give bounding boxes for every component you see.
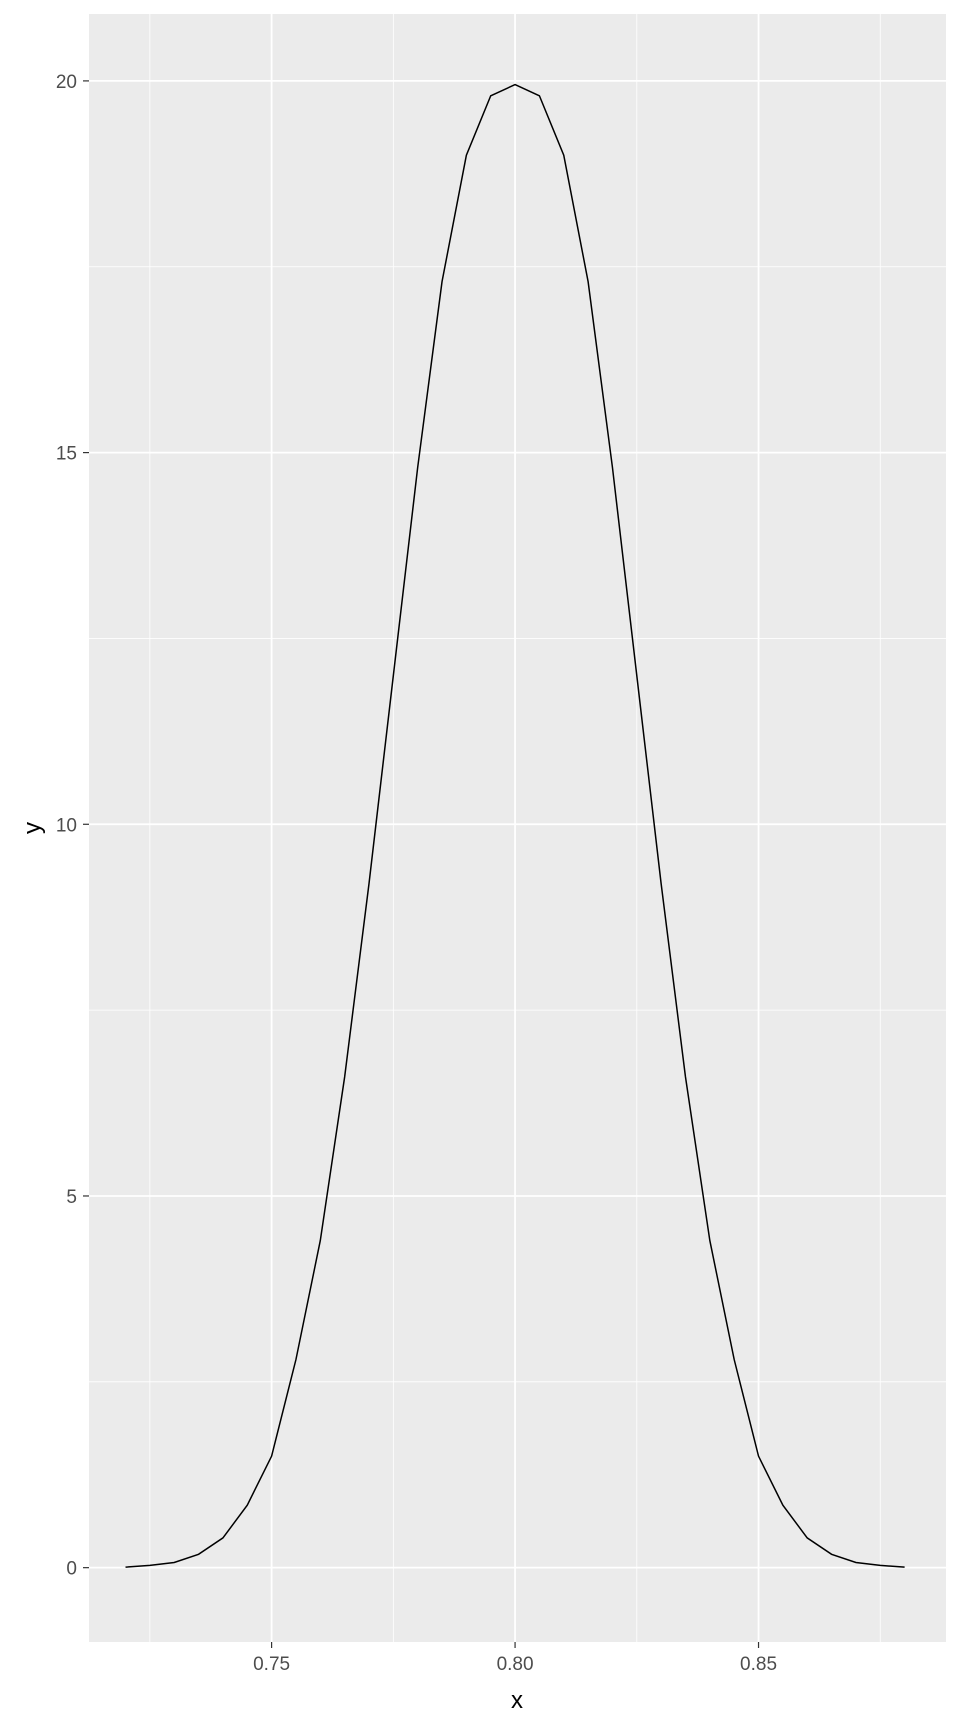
y-axis-title: y bbox=[19, 822, 46, 834]
series-line bbox=[125, 83, 905, 1568]
y-tick-label: 10 bbox=[56, 815, 77, 836]
y-tick-label: 0 bbox=[66, 1559, 77, 1580]
x-axis-title: x bbox=[511, 1687, 523, 1714]
minor-gridlines bbox=[89, 14, 946, 1642]
x-tick-labels: 0.75 0.80 0.85 bbox=[253, 1654, 777, 1675]
y-tick-labels: 0 5 10 15 20 bbox=[56, 72, 77, 1580]
major-gridlines bbox=[89, 14, 946, 1642]
plot-panel bbox=[89, 14, 946, 1642]
y-tick-label: 15 bbox=[56, 444, 77, 465]
x-tick-label: 0.85 bbox=[740, 1654, 777, 1675]
x-tick-label: 0.75 bbox=[253, 1654, 290, 1675]
y-tick-label: 5 bbox=[66, 1187, 77, 1208]
axis-ticks bbox=[83, 80, 760, 1648]
y-tick-label: 20 bbox=[56, 72, 77, 93]
x-tick-label: 0.80 bbox=[497, 1654, 534, 1675]
